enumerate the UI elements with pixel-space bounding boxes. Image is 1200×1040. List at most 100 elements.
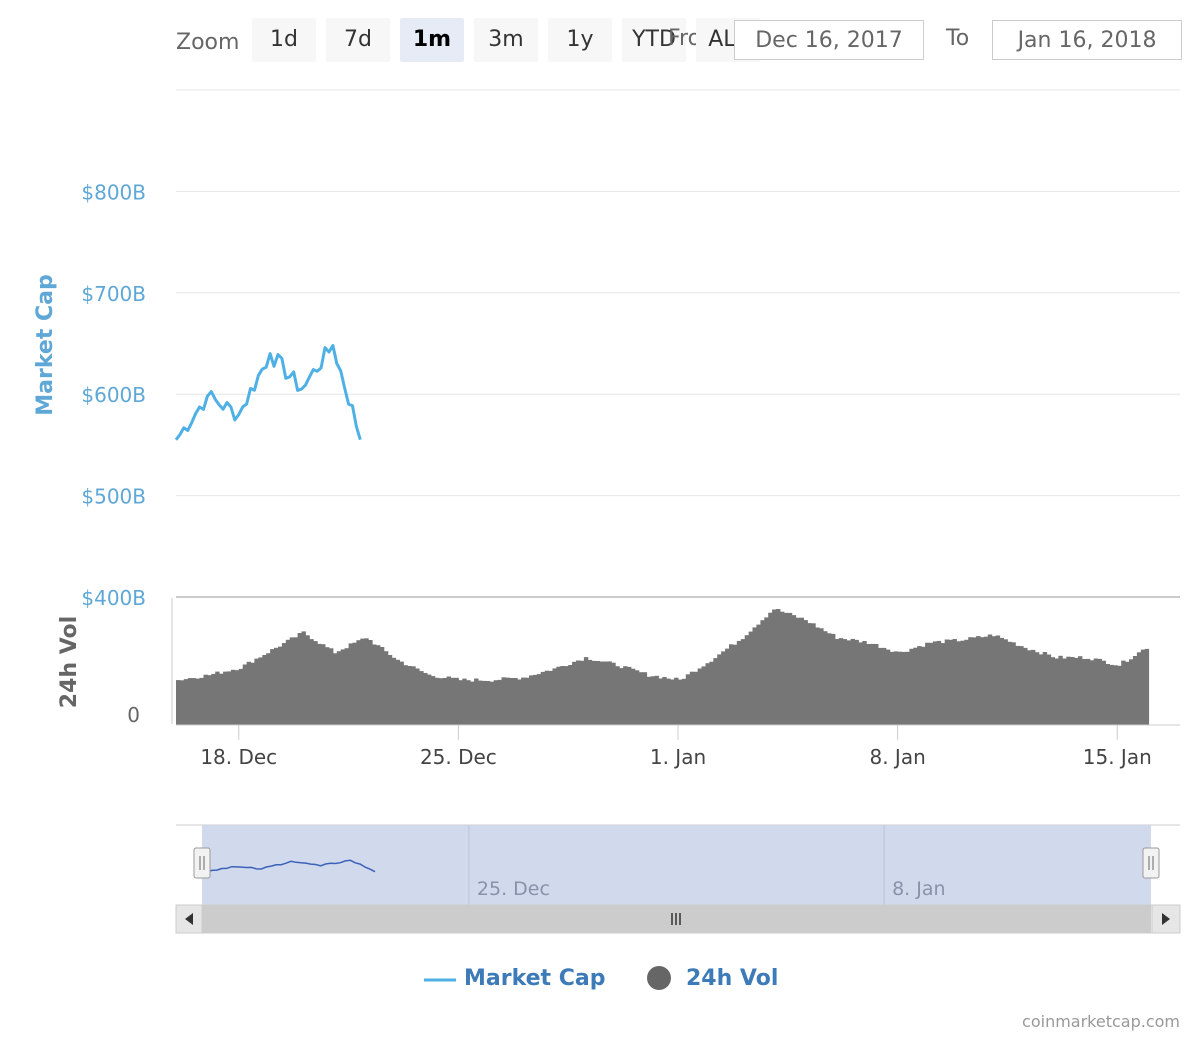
volume-bar — [1105, 664, 1110, 725]
volume-bar — [646, 676, 651, 725]
volume-bar — [1003, 639, 1008, 725]
volume-bar — [387, 655, 393, 725]
volume-bar — [572, 661, 577, 725]
navigator-selection[interactable] — [202, 825, 1151, 905]
navigator[interactable]: 25. Dec 8. Jan — [176, 824, 1180, 905]
volume-bar — [705, 663, 710, 725]
volume-bar — [227, 671, 232, 725]
volume-bar — [634, 670, 640, 725]
legend-item-market-cap[interactable]: Market Cap — [420, 960, 610, 1000]
volume-bar — [976, 636, 981, 725]
volume-bar — [352, 642, 357, 725]
volume-bar — [972, 637, 977, 725]
volume-bar — [305, 635, 310, 725]
to-date-input[interactable]: Jan 16, 2018 — [992, 20, 1182, 60]
volume-bar — [340, 649, 346, 725]
zoom-1d-button[interactable]: 1d — [252, 18, 316, 62]
volume-bar — [1113, 665, 1118, 725]
volume-bar — [944, 639, 950, 725]
volume-bar — [1027, 650, 1032, 725]
volume-bar — [858, 642, 863, 725]
volume-bar — [1062, 658, 1067, 725]
volume-axis-title: 24h Vol — [57, 616, 82, 708]
volume-bar — [466, 680, 471, 725]
volume-bar — [493, 680, 499, 725]
volume-bar — [407, 666, 412, 725]
x-tick-label: 15. Jan — [1083, 745, 1152, 769]
volume-bar — [211, 673, 216, 725]
volume-bar — [932, 641, 938, 725]
volume-bar — [258, 657, 263, 725]
volume-bar — [638, 672, 644, 725]
volume-bar — [423, 673, 428, 725]
volume-bar — [968, 637, 973, 725]
volume-bar — [1078, 656, 1083, 725]
volume-bar — [685, 674, 691, 725]
volume-bar — [650, 676, 655, 725]
volume-bar — [383, 651, 389, 725]
scrollbar[interactable] — [175, 904, 1181, 934]
volume-bar — [901, 651, 906, 725]
volume-bar — [866, 644, 871, 725]
volume-bar — [815, 627, 820, 725]
volume-bar — [332, 653, 338, 725]
zoom-ytd-button[interactable]: YTD — [622, 18, 686, 62]
volume-bar — [270, 649, 275, 725]
arrow-right-icon — [1162, 913, 1170, 925]
volume-bar — [591, 660, 597, 725]
volume-bar — [846, 640, 851, 725]
line-series-icon — [424, 978, 456, 982]
navigator-tick-label: 8. Jan — [892, 878, 945, 900]
volume-bar — [219, 673, 224, 725]
volume-bar — [446, 676, 451, 725]
volume-bar — [529, 675, 534, 725]
volume-bar — [595, 661, 600, 725]
scroll-left-button[interactable] — [175, 904, 203, 934]
volume-bar — [827, 633, 832, 725]
range-selector: Zoom 1d 7d 1m 3m 1y YTD From ALL Dec 16,… — [0, 18, 1200, 64]
volume-bar — [191, 678, 197, 725]
volume-bar — [838, 638, 844, 725]
volume-bar — [297, 633, 302, 725]
navigator-left-handle[interactable] — [193, 847, 211, 879]
volume-bar — [207, 675, 212, 725]
volume-bar — [630, 668, 636, 725]
credits-link[interactable]: coinmarketcap.com — [1022, 1012, 1180, 1031]
volume-bar — [666, 678, 671, 725]
volume-bar — [1066, 656, 1071, 725]
from-date-input[interactable]: Dec 16, 2017 — [734, 20, 924, 60]
volume-bar — [364, 638, 369, 725]
volume-bar — [811, 623, 816, 725]
market-cap-line — [174, 344, 362, 441]
volume-bar — [736, 640, 742, 725]
volume-bar — [654, 675, 659, 725]
zoom-1m-button[interactable]: 1m — [400, 18, 464, 62]
volume-bar — [230, 669, 236, 725]
volume-bar — [1136, 652, 1142, 725]
navigator-right-handle[interactable] — [1142, 847, 1160, 879]
volume-bar — [948, 639, 953, 725]
volume-bar — [419, 671, 424, 725]
volume-bar — [497, 679, 502, 725]
zoom-3m-button[interactable]: 3m — [474, 18, 538, 62]
volume-bar — [642, 672, 648, 725]
volume-bar — [580, 660, 585, 725]
legend-item-volume[interactable]: 24h Vol — [646, 960, 796, 1000]
volume-bar — [238, 668, 244, 725]
scroll-right-button[interactable] — [1151, 904, 1181, 934]
zoom-1y-button[interactable]: 1y — [548, 18, 612, 62]
volume-bar — [729, 644, 734, 725]
volume-bar — [1129, 659, 1134, 725]
volume-bar — [376, 645, 381, 725]
volume-bar — [556, 666, 561, 725]
volume-bar — [187, 678, 193, 725]
volume-bar — [909, 648, 914, 725]
volume-bar — [764, 617, 769, 725]
volume-bar — [552, 668, 557, 725]
volume-bar — [415, 668, 420, 725]
volume-bar — [670, 679, 675, 725]
zoom-7d-button[interactable]: 7d — [326, 18, 390, 62]
volume-bar — [481, 680, 487, 725]
volume-bar — [1050, 657, 1055, 725]
volume-bar — [713, 658, 718, 725]
